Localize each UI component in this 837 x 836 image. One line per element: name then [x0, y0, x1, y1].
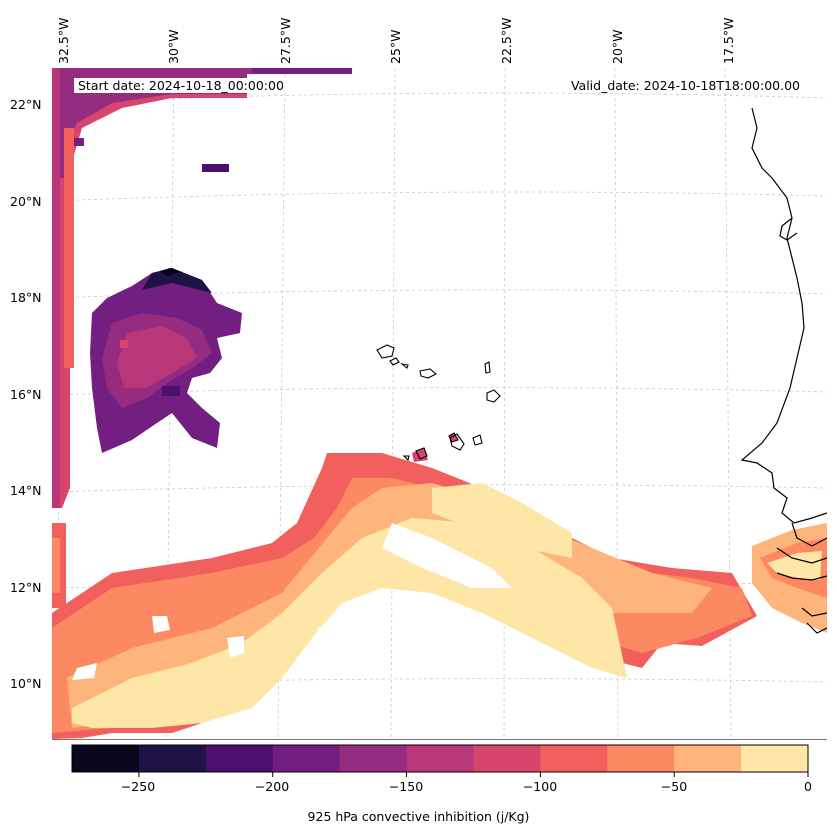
lat-label: 12°N	[10, 580, 42, 595]
colorbar-tick-label: 0	[804, 779, 812, 794]
colorbar-swatch	[72, 745, 140, 772]
colorbar-swatch	[674, 745, 742, 772]
lat-label: 20°N	[10, 194, 42, 209]
colorbar-tick-label: −200	[254, 779, 290, 794]
valid-date-label: Valid_date: 2024-10-18T18:00:00.00	[566, 78, 804, 93]
colorbar-title: 925 hPa convective inhibition (j/Kg)	[307, 809, 530, 824]
lat-label: 16°N	[10, 387, 42, 402]
lon-label: 17.5°W	[721, 17, 736, 64]
lon-label: 22.5°W	[499, 17, 514, 64]
start-date-label: Start date: 2024-10-18_00:00:00	[74, 78, 288, 93]
colorbar-swatch	[406, 745, 474, 772]
colorbar-swatch	[540, 745, 608, 772]
lon-label: 32.5°W	[56, 17, 71, 64]
colorbar-swatches	[72, 745, 809, 772]
colorbar-swatch	[138, 745, 207, 772]
colorbar-tick-label: −150	[388, 779, 424, 794]
lon-label: 27.5°W	[278, 17, 293, 64]
lon-label: 25°W	[388, 29, 403, 64]
colorbar-tickmarks	[138, 772, 809, 777]
lon-label: 20°W	[610, 29, 625, 64]
lon-label: 30°W	[166, 29, 181, 64]
lat-label: 10°N	[10, 676, 42, 691]
cin-contours-west-blob	[90, 268, 242, 453]
cin-contours-north	[52, 68, 352, 608]
colorbar-swatch	[607, 745, 675, 772]
colorbar-swatch	[473, 745, 541, 772]
lat-label: 22°N	[10, 97, 42, 112]
map-canvas	[51, 67, 828, 740]
cin-contours-south-arc	[52, 448, 757, 739]
island-outlines	[376, 344, 501, 462]
colorbar-tick-label: −250	[120, 779, 156, 794]
lat-label: 18°N	[10, 290, 42, 305]
colorbar-swatch	[205, 745, 274, 772]
cin-contours-east-coast	[752, 523, 827, 633]
coastlines	[740, 107, 828, 634]
colorbar-tick-label: −50	[660, 779, 688, 794]
colorbar-swatch	[741, 745, 809, 772]
colorbar-swatch	[272, 745, 341, 772]
colorbar-swatch	[339, 745, 408, 772]
colorbar	[71, 744, 809, 777]
lat-label: 14°N	[10, 483, 42, 498]
map-area	[51, 67, 828, 740]
colorbar-tick-label: −100	[522, 779, 558, 794]
